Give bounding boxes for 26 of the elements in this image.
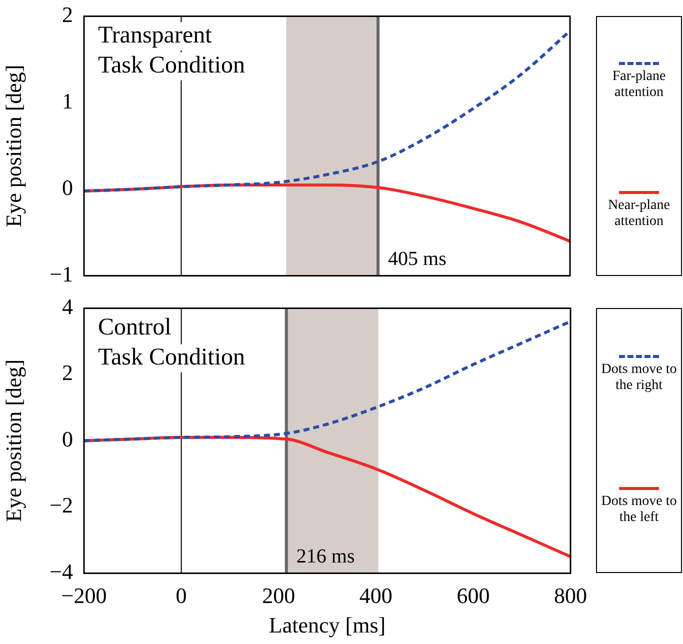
text: Control Task Condition (98, 314, 245, 370)
y-tick-label: 0 (62, 426, 73, 452)
text: Transparent Task Condition (98, 22, 245, 78)
y-tick-label: 2 (62, 2, 73, 27)
x-tick-label: 200 (262, 583, 296, 608)
y-tick-label: −1 (50, 262, 73, 287)
x-tick-label: 800 (554, 583, 587, 608)
legend-label: Dots move to the right (600, 362, 678, 394)
y-axis-title: Eye position [deg] (0, 359, 26, 522)
y-tick-label: 1 (62, 88, 73, 114)
x-tick-label: −200 (61, 583, 107, 608)
x-tick-label: 600 (456, 583, 490, 608)
y-tick-label: −4 (50, 558, 73, 584)
y-tick-label: 0 (62, 175, 73, 200)
y-tick-label: 4 (62, 294, 73, 319)
y-tick-label: −2 (50, 492, 73, 518)
x-tick-label: 0 (176, 583, 187, 608)
y-axis-title: Eye position [deg] (0, 64, 26, 228)
x-tick-label: 400 (359, 583, 392, 608)
y-tick-label: 2 (62, 360, 73, 386)
x-axis-title: Latency [ms] (268, 612, 386, 638)
legend-label: Near-plane attention (607, 198, 671, 230)
ref-line-label: 216 ms (296, 545, 355, 568)
ref-line-label: 405 ms (388, 248, 447, 270)
legend-label: Dots move to the left (600, 494, 678, 526)
legend-label: Far-plane attention (611, 69, 667, 102)
